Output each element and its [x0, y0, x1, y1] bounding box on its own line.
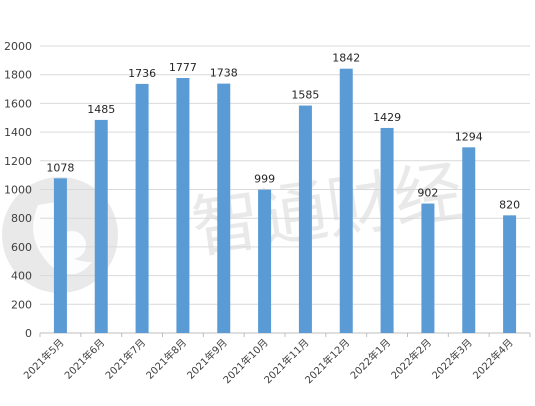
data-label: 1777 [169, 61, 197, 74]
gridlines [40, 45, 530, 305]
bar [135, 83, 149, 333]
x-tick-label: 2021年8月 [143, 336, 189, 382]
data-label: 999 [254, 173, 275, 186]
bar [176, 78, 190, 333]
y-tick-label: 400 [11, 270, 32, 283]
bar [462, 147, 476, 333]
bar [421, 203, 435, 333]
data-label: 1842 [332, 52, 360, 65]
bar [53, 178, 67, 333]
data-label: 1585 [291, 89, 319, 102]
x-tick-label: 2022年3月 [429, 336, 475, 382]
bar [380, 127, 394, 333]
y-tick-label: 1000 [4, 184, 32, 197]
bar [94, 119, 108, 333]
y-tick-label: 1200 [4, 155, 32, 168]
bars [53, 68, 517, 334]
y-tick-label: 200 [11, 298, 32, 311]
data-label: 902 [417, 187, 438, 200]
y-tick-label: 1800 [4, 69, 32, 82]
data-label: 1736 [128, 67, 156, 80]
data-label: 1485 [87, 103, 115, 116]
x-tick-label: 2022年4月 [470, 336, 516, 382]
x-tick-label: 2021年7月 [102, 336, 148, 382]
y-tick-label: 0 [25, 327, 32, 340]
data-labels: 1078 1485 1736 1777 1738 999 1585 1842 1429 902 12… [46, 52, 520, 212]
y-tick-label: 1600 [4, 97, 32, 110]
y-tick-label: 2000 [4, 40, 32, 53]
x-tick-label: 2021年5月 [21, 336, 67, 382]
x-tick-label: 2022年2月 [388, 336, 434, 382]
bar [503, 215, 517, 333]
data-label: 1429 [373, 111, 401, 124]
data-label: 820 [499, 198, 520, 211]
bar [217, 83, 231, 333]
bar [298, 105, 312, 334]
data-label: 1738 [210, 67, 238, 80]
x-tick-label: 2021年6月 [62, 336, 108, 382]
data-label: 1294 [455, 130, 483, 143]
bar [339, 68, 353, 333]
data-label: 1078 [46, 161, 74, 174]
y-tick-label: 1400 [4, 126, 32, 139]
y-tick-label: 600 [11, 241, 32, 254]
y-tick-label: 800 [11, 212, 32, 225]
bar [258, 189, 272, 333]
x-tick-label: 2022年1月 [347, 336, 393, 382]
x-tick-label: 2021年9月 [184, 336, 230, 382]
